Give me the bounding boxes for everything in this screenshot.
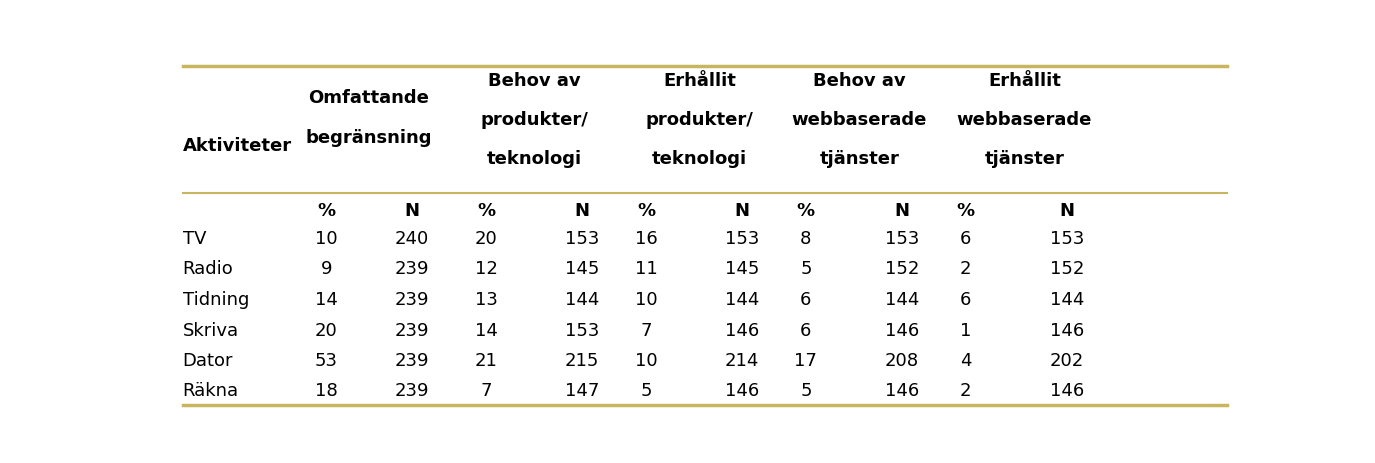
Text: begränsning: begränsning [305,129,432,147]
Text: 153: 153 [565,230,600,248]
Text: Omfattande: Omfattande [308,89,429,107]
Text: 5: 5 [641,382,652,400]
Text: 10: 10 [635,291,657,309]
Text: 153: 153 [565,322,600,340]
Text: 10: 10 [315,230,338,248]
Text: webbaserade: webbaserade [792,111,927,129]
Text: webbaserade: webbaserade [957,111,1092,129]
Text: 152: 152 [884,261,918,278]
Text: N: N [894,202,909,219]
Text: 202: 202 [1050,352,1084,370]
Text: 146: 146 [1050,322,1084,340]
Text: Aktiviteter: Aktiviteter [183,138,292,156]
Text: 239: 239 [395,322,429,340]
Text: N: N [575,202,590,219]
Text: 240: 240 [395,230,429,248]
Text: 239: 239 [395,382,429,400]
Text: produkter/: produkter/ [480,111,588,129]
Text: 6: 6 [960,291,972,309]
Text: 146: 146 [884,382,918,400]
Text: Behov av: Behov av [488,71,580,89]
Text: 53: 53 [315,352,338,370]
Text: 8: 8 [800,230,811,248]
Text: 144: 144 [565,291,600,309]
Text: 152: 152 [1050,261,1084,278]
Text: 153: 153 [884,230,918,248]
Text: 144: 144 [725,291,759,309]
Text: teknologi: teknologi [652,150,747,168]
Text: 144: 144 [884,291,918,309]
Text: N: N [734,202,749,219]
Text: 7: 7 [480,382,492,400]
Text: 146: 146 [725,322,759,340]
Text: %: % [798,202,815,219]
Text: 145: 145 [565,261,600,278]
Text: 146: 146 [1050,382,1084,400]
Text: 20: 20 [315,322,338,340]
Text: 153: 153 [1050,230,1084,248]
Text: Erhållit: Erhållit [987,71,1062,89]
Text: 153: 153 [725,230,759,248]
Text: 147: 147 [565,382,600,400]
Text: 144: 144 [1050,291,1084,309]
Text: 5: 5 [800,382,811,400]
Text: Behov av: Behov av [813,71,906,89]
Text: 2: 2 [960,382,972,400]
Text: 214: 214 [725,352,759,370]
Text: tjänster: tjänster [984,150,1064,168]
Text: Räkna: Räkna [183,382,239,400]
Text: 4: 4 [960,352,972,370]
Text: 10: 10 [635,352,657,370]
Text: 16: 16 [635,230,657,248]
Text: teknologi: teknologi [487,150,582,168]
Text: %: % [477,202,495,219]
Text: 145: 145 [725,261,759,278]
Text: 9: 9 [320,261,333,278]
Text: 7: 7 [641,322,652,340]
Text: 5: 5 [800,261,811,278]
Text: N: N [404,202,419,219]
Text: 14: 14 [315,291,338,309]
Text: 215: 215 [565,352,600,370]
Text: 146: 146 [884,322,918,340]
Text: 1: 1 [960,322,972,340]
Text: 2: 2 [960,261,972,278]
Text: %: % [318,202,336,219]
Text: TV: TV [183,230,206,248]
Text: 20: 20 [474,230,498,248]
Text: 6: 6 [800,322,811,340]
Text: 21: 21 [474,352,498,370]
Text: 17: 17 [795,352,817,370]
Text: 208: 208 [884,352,918,370]
Text: 13: 13 [474,291,498,309]
Text: 11: 11 [635,261,657,278]
Text: Dator: Dator [183,352,232,370]
Text: %: % [957,202,975,219]
Text: 6: 6 [800,291,811,309]
Text: produkter/: produkter/ [645,111,754,129]
Text: 239: 239 [395,352,429,370]
Text: 6: 6 [960,230,972,248]
Text: 239: 239 [395,291,429,309]
Text: Skriva: Skriva [183,322,239,340]
Text: 12: 12 [474,261,498,278]
Text: 14: 14 [474,322,498,340]
Text: Erhållit: Erhållit [663,71,736,89]
Text: %: % [637,202,654,219]
Text: Radio: Radio [183,261,234,278]
Text: 18: 18 [315,382,338,400]
Text: 239: 239 [395,261,429,278]
Text: 146: 146 [725,382,759,400]
Text: N: N [1060,202,1074,219]
Text: tjänster: tjänster [820,150,899,168]
Text: Tidning: Tidning [183,291,249,309]
